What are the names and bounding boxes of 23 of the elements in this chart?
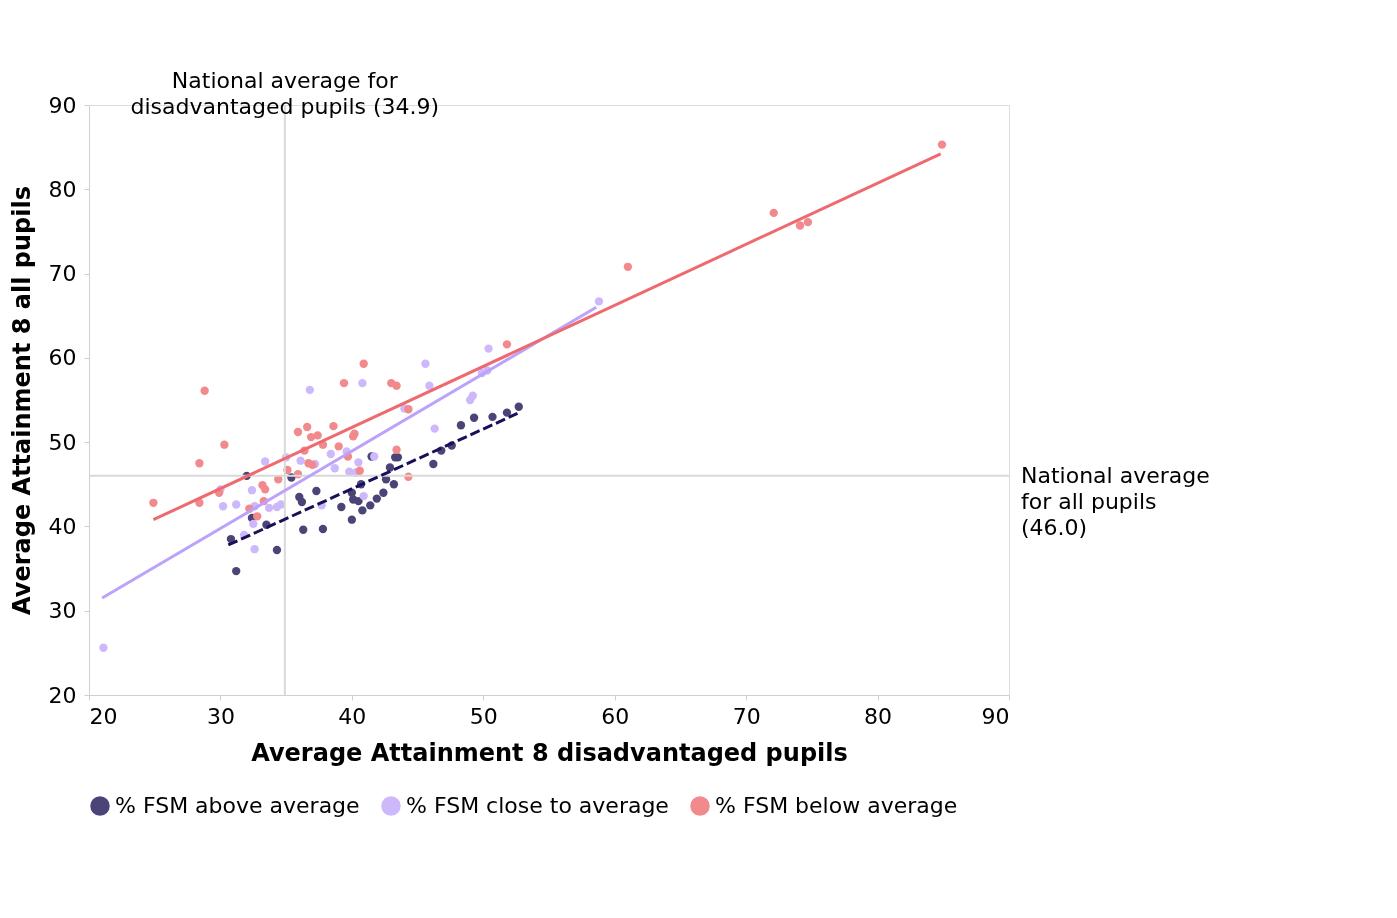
x-tick-label: 20 [89, 703, 118, 729]
ref-line-label: National average for all pupils (46.0) [1021, 462, 1210, 540]
y-tick-label: 80 [48, 176, 77, 202]
x-tick-label: 90 [981, 703, 1010, 729]
legend-label: % FSM above average [115, 793, 360, 818]
x-tick-label: 30 [206, 703, 235, 729]
x-tick-label: 50 [469, 703, 498, 729]
y-tick-label: 20 [48, 682, 77, 708]
y-tick-label: 40 [48, 513, 77, 539]
y-tick-label: 60 [48, 345, 77, 371]
x-axis-title: Average Attainment 8 disadvantaged pupils [251, 738, 848, 767]
x-tick-label: 60 [601, 703, 630, 729]
x-tick-label: 80 [864, 703, 893, 729]
x-tick-label: 40 [338, 703, 367, 729]
y-axis-title: Average Attainment 8 all pupils [7, 186, 36, 615]
legend-label: % FSM close to average [406, 793, 669, 818]
x-tick-label: 70 [732, 703, 761, 729]
y-tick-label: 90 [48, 92, 77, 118]
y-tick-label: 30 [48, 598, 77, 624]
ref-line-label: National average for disadvantaged pupils (34.9) [130, 68, 440, 119]
y-tick-label: 50 [48, 429, 77, 455]
legend-label: % FSM below average [715, 793, 958, 818]
y-tick-label: 70 [48, 261, 77, 287]
